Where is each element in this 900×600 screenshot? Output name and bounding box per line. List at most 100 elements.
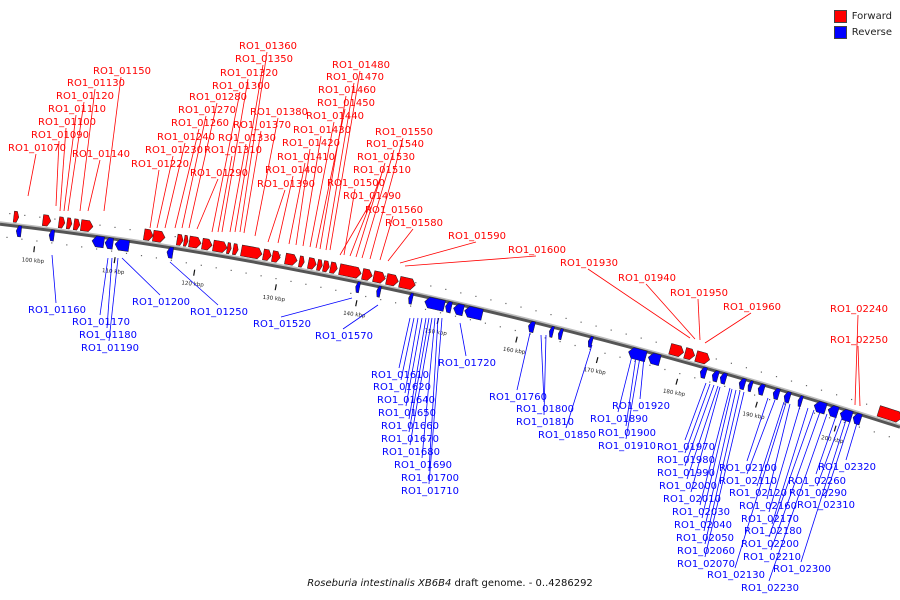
gene-connector [55,140,60,207]
gene-label: RO1_01620 [373,382,431,393]
reverse-gene-arrow [114,238,131,252]
gene-connector [329,70,361,251]
forward-gene-arrow [188,235,202,249]
gene-connector [103,76,122,212]
gene-connector [684,383,711,454]
gene-connector [121,257,161,296]
gene-label: RO1_01650 [378,408,436,419]
gene-connector [243,130,262,234]
reverse-gene-arrow [757,383,766,396]
tick-label: 120 kbp [181,280,204,288]
gene-connector [701,388,733,519]
tick-label: 130 kbp [262,295,285,304]
ruler-dot [170,259,172,261]
gene-connector [106,257,113,329]
gene-connector [645,283,696,340]
tick-mark [755,401,758,408]
gene-connector [302,135,322,247]
gene-label: RO1_01540 [366,139,424,150]
ruler-dot [185,262,187,264]
forward-gene-arrow [201,237,213,251]
gene-connector [699,387,731,506]
reverse-gene-arrow [827,405,840,419]
gene-connector [67,101,85,212]
ruler-dot [129,229,131,231]
gene-label: RO1_01800 [516,404,574,415]
ruler-dot [649,364,651,366]
gene-label: RO1_01940 [618,273,676,284]
gene-connector [400,317,415,381]
ruler-dot [499,326,501,328]
ruler-dot [460,292,462,294]
ruler-dot [604,352,606,354]
ruler-dot [81,246,83,248]
gene-label: RO1_01250 [190,307,248,318]
gene-connector [99,257,109,316]
gene-connector [63,114,77,212]
ruler-dot [215,267,217,269]
ruler-dot [843,421,845,423]
reverse-gene-arrow [166,246,175,259]
gene-connector [405,317,423,407]
tick-mark [274,284,277,291]
tick-label: 110 kbp [102,268,125,276]
gene-connector [387,228,414,262]
ruler-dot [664,368,666,371]
ruler-dot [544,337,546,339]
gene-label: RO1_01430 [293,125,351,136]
gene-connector [408,317,427,420]
ruler-dot [715,358,717,360]
ruler-dot [580,321,582,323]
forward-gene-arrow [307,257,317,270]
gene-label: RO1_01710 [401,486,459,497]
ruler-dot [410,305,412,307]
reverse-genes [15,225,863,426]
gene-connector [27,153,37,197]
gene-label: RO1_01320 [220,68,278,79]
gene-label: RO1_01480 [332,60,390,71]
legend-reverse-label: Reverse [851,26,892,38]
gene-label: RO1_01700 [401,473,459,484]
ruler-dot [114,226,116,228]
gene-connector [319,95,347,250]
gene-connector [196,178,219,230]
gene-label: RO1_01440 [306,111,364,122]
gene-label: RO1_01530 [357,152,415,163]
gene-connector [188,102,218,229]
gene-connector [697,298,701,341]
gene-label: RO1_01270 [178,105,236,116]
gene-label: RO1_01410 [277,152,335,163]
gene-connector [768,413,828,582]
gene-label: RO1_01890 [590,414,648,425]
gene-label: RO1_01910 [598,441,656,452]
gene-connector [770,411,821,551]
reverse-gene-arrow [15,225,23,238]
gene-connector [408,317,430,433]
ruler-dot [275,278,277,280]
gene-label: RO1_01140 [72,149,130,160]
ruler-dot [230,269,232,271]
gene-label: RO1_01590 [448,231,506,242]
tick-label: 150 kbp [424,328,448,337]
gene-connector [349,175,382,257]
forward-gene-arrow [284,252,298,266]
gene-label: RO1_01170 [72,317,130,328]
reverse-gene-arrow [772,387,781,401]
gene-connector [684,384,715,467]
gene-label: RO1_02110 [719,476,777,487]
ruler-dot [430,285,432,287]
gene-connector [280,297,353,318]
ruler-dot [475,295,477,297]
gene-label: RO1_01200 [132,297,190,308]
ruler-dot [54,218,56,220]
gene-connector [771,407,809,525]
gene-connector [108,257,119,342]
ruler-dot [745,367,747,369]
gene-label: RO1_01930 [560,258,618,269]
map-caption: Roseburia intestinalis XB6B4 draft genom… [0,578,900,589]
gene-label: RO1_01070 [8,143,66,154]
ruler-dot [739,390,741,392]
forward-gene-arrow [298,255,305,268]
